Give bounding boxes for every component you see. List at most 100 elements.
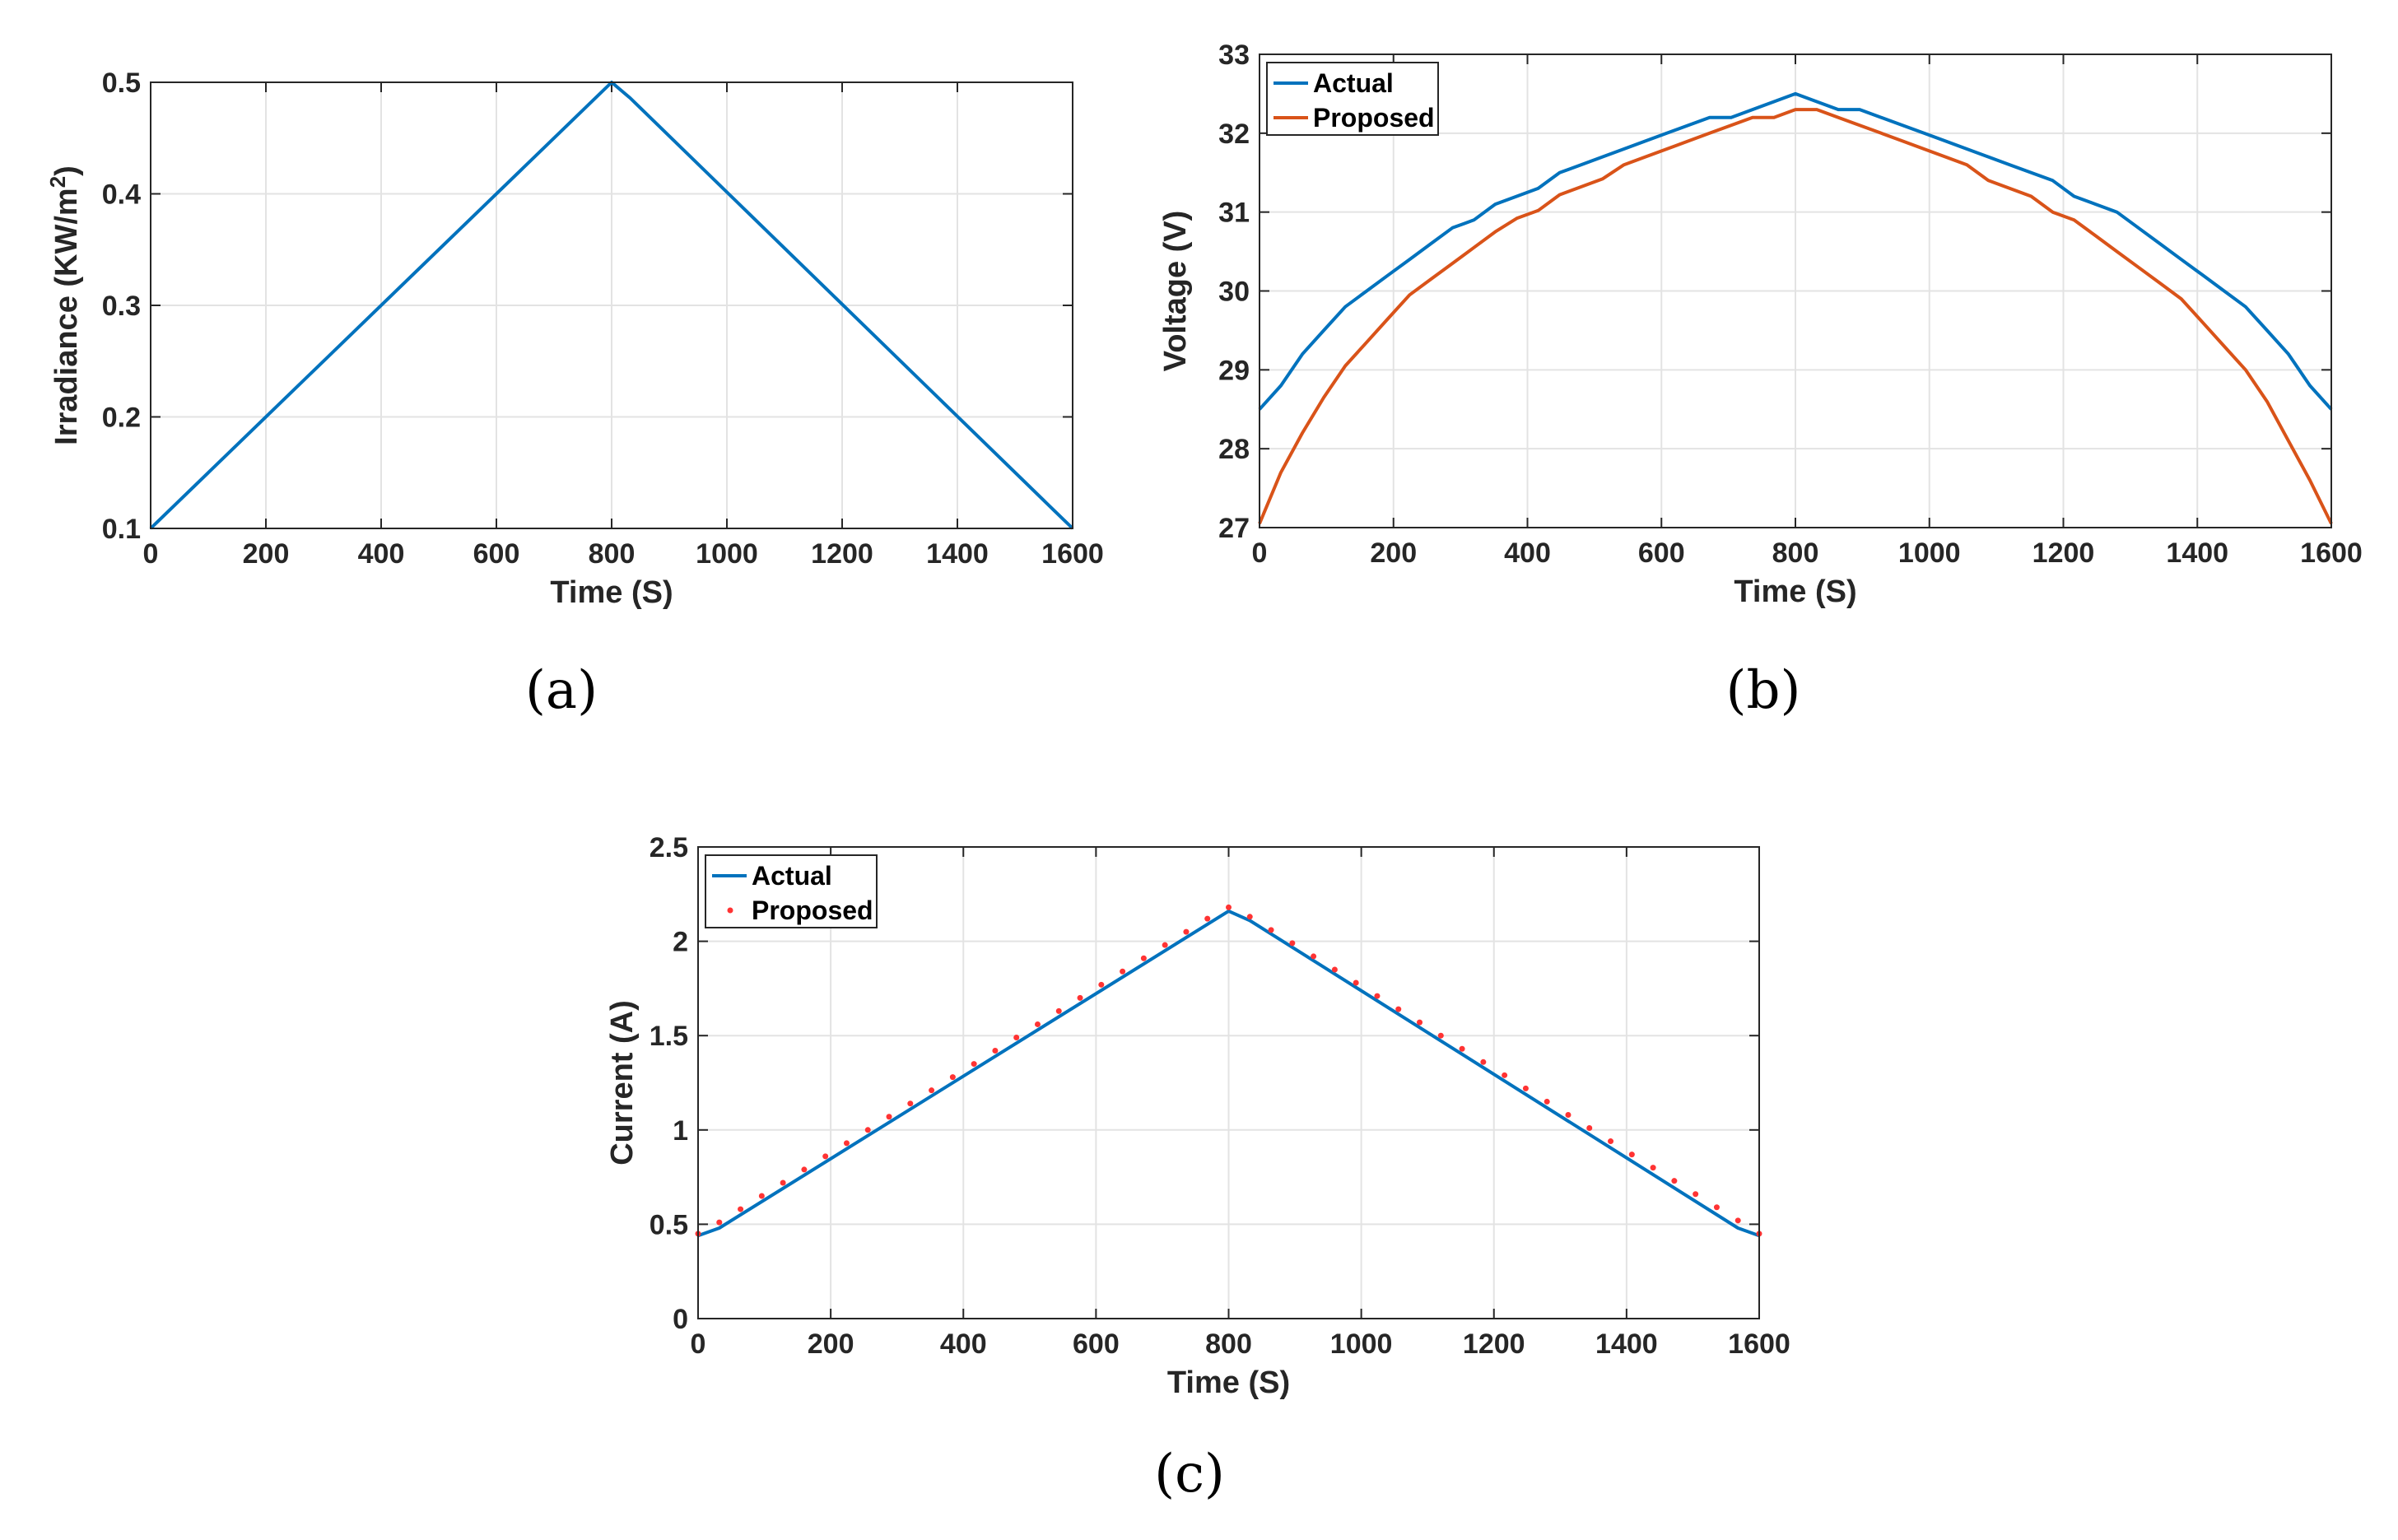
data-point-proposed [886, 1114, 892, 1120]
x-axis-label: Time (S) [1734, 575, 1856, 609]
data-point-proposed [1480, 1058, 1487, 1065]
data-point-proposed [1226, 904, 1232, 910]
x-tick-label: 1600 [1041, 538, 1104, 570]
data-point-proposed [971, 1061, 977, 1068]
data-point-proposed [1459, 1045, 1465, 1052]
data-point-proposed [1502, 1072, 1508, 1078]
x-tick-label: 1400 [926, 538, 989, 570]
data-point-proposed [1140, 955, 1147, 961]
legend-label-proposed: Proposed [752, 896, 873, 925]
chart-c-current: 0 200 400 600 800 1000 1200 1400 1600 0 0.5 1 1.5 2 2.… [605, 832, 1790, 1505]
x-tick-label: 0 [143, 538, 159, 570]
x-tick-label: 400 [1504, 537, 1551, 569]
data-point-proposed [1268, 927, 1274, 933]
y-tick-label: 30 [1218, 277, 1250, 308]
legend-label-proposed: Proposed [1313, 103, 1435, 133]
data-point-proposed [1437, 1032, 1444, 1039]
data-point-proposed [1331, 966, 1338, 973]
y-tick-label: 0.5 [102, 67, 141, 99]
y-tick-label: 33 [1218, 40, 1250, 71]
x-tick-label: 1200 [811, 538, 873, 570]
legend: Actual Proposed [705, 854, 878, 928]
legend-marker-proposed [727, 907, 733, 914]
x-axis-label: Time (S) [550, 575, 673, 610]
data-point-proposed [1693, 1191, 1699, 1198]
x-tick-label: 800 [589, 538, 636, 570]
y-tick-label: 1 [673, 1115, 688, 1147]
y-tick-label: 28 [1218, 434, 1250, 465]
x-tick-label: 1600 [1728, 1328, 1790, 1360]
data-point-proposed [1628, 1152, 1635, 1158]
y-axis-label-superscript: 2 [45, 176, 70, 188]
x-tick-label: 1000 [1898, 537, 1961, 569]
data-point-proposed [780, 1179, 786, 1186]
x-tick-label: 1400 [2166, 537, 2228, 569]
data-point-proposed [758, 1193, 765, 1199]
data-point-proposed [1734, 1217, 1741, 1224]
x-tick-label: 1400 [1595, 1328, 1658, 1360]
data-point-proposed [801, 1166, 808, 1173]
data-point-proposed [864, 1127, 871, 1133]
y-tick-label: 0.5 [650, 1209, 688, 1240]
x-tick-label: 200 [1370, 537, 1417, 569]
y-axis-label-main: Irradiance (KW/m [49, 188, 84, 445]
data-point-proposed [1713, 1204, 1720, 1211]
data-point-proposed [843, 1140, 850, 1147]
data-point-proposed [1522, 1085, 1529, 1091]
data-point-proposed [1013, 1034, 1020, 1040]
x-tick-label: 800 [1772, 537, 1819, 569]
data-point-proposed [1077, 994, 1083, 1001]
chart-a-irradiance: 0 200 400 600 800 1000 1200 1400 1600 0.1 0.2 0.3 0.… [45, 67, 1104, 721]
data-point-proposed [1120, 968, 1126, 975]
legend-label-actual: Actual [1313, 68, 1394, 98]
data-point-proposed [1671, 1178, 1678, 1184]
y-axis-label-tail: ) [49, 165, 84, 176]
y-axis-label: Current (A) [605, 1000, 640, 1165]
data-point-proposed [1098, 981, 1105, 988]
data-point-proposed [1204, 915, 1211, 922]
series-line-proposed [1258, 108, 2333, 525]
series-line-actual [1258, 91, 2333, 411]
axes-box [150, 81, 1073, 529]
x-tick-label: 200 [808, 1328, 854, 1360]
x-tick-label: 800 [1205, 1328, 1252, 1360]
y-tick-label: 27 [1218, 513, 1250, 544]
x-axis-label: Time (S) [1167, 1366, 1290, 1400]
data-point-proposed [1034, 1021, 1041, 1027]
y-tick-label: 0.4 [102, 179, 141, 211]
y-tick-label: 0.3 [102, 291, 141, 322]
data-point-proposed [1608, 1138, 1614, 1145]
y-tick-label: 2 [673, 927, 688, 958]
data-point-proposed [992, 1048, 999, 1054]
data-point-proposed [1353, 979, 1359, 986]
x-tick-label: 1000 [1330, 1328, 1393, 1360]
legend-label-actual: Actual [752, 861, 832, 891]
data-point-proposed [907, 1100, 914, 1107]
subfigure-caption-a: (a) [525, 660, 598, 721]
y-tick-label: 0.2 [102, 402, 141, 434]
x-tick-label: 1000 [696, 538, 758, 570]
series-line-irradiance [149, 81, 1074, 530]
data-point-proposed [1289, 940, 1296, 947]
y-tick-label: 31 [1218, 198, 1250, 229]
y-tick-label: 0 [673, 1304, 688, 1335]
subfigure-caption-c: (c) [1154, 1444, 1225, 1505]
y-tick-label: 1.5 [650, 1021, 688, 1052]
x-tick-label: 1200 [2032, 537, 2095, 569]
axes-box [1259, 54, 2332, 528]
y-axis-label: Voltage (V) [1158, 211, 1193, 372]
series-line-actual [697, 909, 1760, 1238]
data-point-proposed [1544, 1098, 1550, 1105]
x-tick-label: 400 [358, 538, 405, 570]
data-point-proposed [1586, 1125, 1593, 1132]
chart-b-voltage: 0 200 400 600 800 1000 1200 1400 1600 27 28 29 30 31 3… [1158, 40, 2363, 721]
data-point-proposed [1565, 1111, 1572, 1118]
data-point-proposed [1246, 914, 1253, 920]
x-tick-label: 1200 [1463, 1328, 1525, 1360]
x-tick-label: 0 [691, 1328, 706, 1360]
legend: Actual Proposed [1266, 62, 1439, 136]
data-point-proposed [738, 1206, 744, 1212]
x-tick-label: 600 [473, 538, 520, 570]
data-point-proposed [1417, 1019, 1423, 1026]
